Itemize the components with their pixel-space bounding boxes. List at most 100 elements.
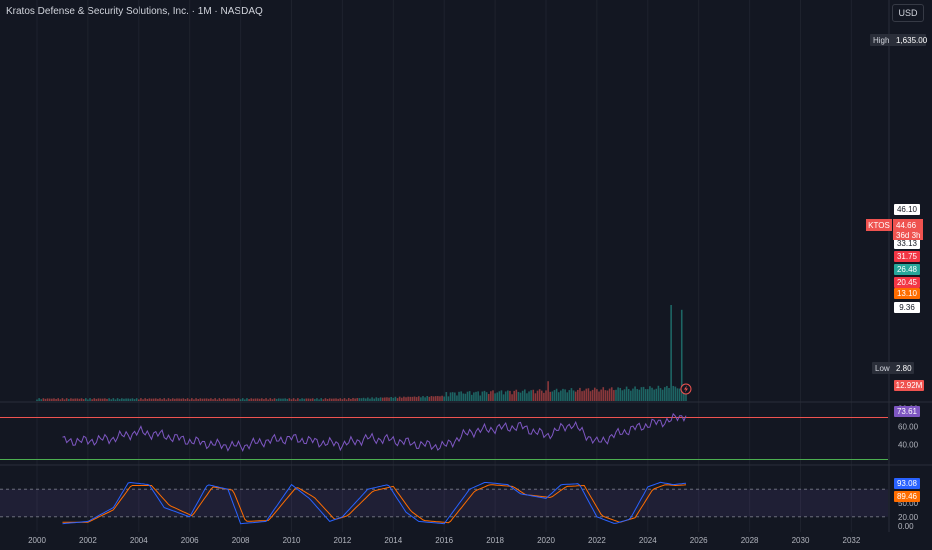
volume-bar [600,389,602,401]
volume-bar [84,398,87,401]
x-axis-tick-label: 2004 [130,536,148,545]
volume-bar [509,390,511,401]
volume-bar [411,396,414,401]
volume-bar [534,393,537,401]
high-marker: High 1,635.00 [870,34,928,46]
volume-bar [239,399,242,401]
chart-title: Kratos Defense & Security Solutions, Inc… [6,6,263,17]
volume-bar [585,388,588,401]
volume-bar [462,393,465,401]
volume-bar [587,388,590,401]
volume-bar [636,389,638,401]
volume-bar [663,387,666,401]
volume-bar [305,398,308,401]
volume-bar [307,398,310,401]
rsi-axis-tick-label: 60.00 [898,423,919,432]
volume-bar [301,398,303,401]
volume-bar [424,397,426,401]
volume-bar [413,396,416,401]
volume-bar [343,398,346,401]
volume-bar [623,389,626,401]
volume-bar [99,398,102,401]
volume-bar [36,399,38,401]
currency-button[interactable]: USD [892,4,924,22]
x-axis-tick-label: 2006 [181,536,199,545]
volume-bar [138,399,140,401]
volume-bar [500,390,503,401]
stoch-k-line [62,481,687,525]
volume-bar [318,399,320,401]
volume-bar [430,396,433,401]
volume-bar [127,398,129,401]
volume-bar [38,398,40,401]
volume-bar [89,398,91,401]
volume-bar [456,395,458,401]
volume-bar [114,399,117,401]
volume-value-label-text: 12.92M [896,381,923,390]
volume-bar [186,398,189,401]
volume-bar [396,398,399,401]
volume-bar [356,398,359,401]
volume-bar [593,387,596,401]
x-axis-tick-label: 2032 [843,536,861,545]
volume-bar [604,390,607,401]
volume-bar [417,396,420,401]
volume-bar [135,398,138,401]
volume-bar [589,391,592,401]
symbol-tag-bg [866,219,892,231]
volume-bar [466,391,469,401]
volume-bar [564,389,566,401]
volume-bar [159,398,161,401]
volume-bar [530,390,532,401]
volume-bar [617,387,619,401]
volume-bar [250,398,253,401]
volume-bar [44,398,47,401]
volume-bar [390,396,392,401]
volume-bar [574,391,577,401]
volume-bar [536,390,539,401]
volume-bar [668,388,670,401]
volume-bar [443,396,445,401]
low-marker: Low 2.80 [872,362,914,374]
volume-bar [498,391,501,401]
volume-bar [68,399,70,401]
volume-bar [55,398,57,401]
volume-bar [415,397,418,401]
volume-bar [523,389,526,401]
volume-bar [678,388,681,401]
volume-bar [148,398,151,401]
volume-bar [256,398,259,401]
volume-bar [203,398,206,401]
volume-bar [46,398,49,401]
grid-lines [36,0,852,532]
volume-bar [57,398,60,401]
volume-bar [335,398,337,401]
volume-bar [547,381,549,401]
volume-bar [394,396,397,401]
volume-bar [154,398,157,401]
volume-bar [286,398,289,401]
volume-bar [543,392,545,401]
volume-bar [655,388,658,401]
x-axis-tick-label: 2016 [435,536,453,545]
symbol-tag-text: KTOS [868,221,890,230]
volume-bar [231,398,233,401]
volume-bar [290,399,293,401]
volume-bar [468,391,471,401]
volume-bar [386,397,388,401]
volume-bar [299,399,301,401]
volume-bar [545,390,547,401]
price-label-bg [894,204,920,215]
volume-series [36,305,687,401]
volume-bar [577,389,579,401]
volume-bar [517,391,520,401]
stoch-axis-tick-label: 20.00 [898,513,919,522]
volume-bar [246,398,248,401]
price-label: 46.10 [894,204,920,215]
price-label-text: 31.75 [897,252,918,261]
volume-bar [596,389,598,401]
volume-bar [292,398,295,401]
price-label: 31.75 [894,251,920,262]
volume-bar [362,397,365,401]
